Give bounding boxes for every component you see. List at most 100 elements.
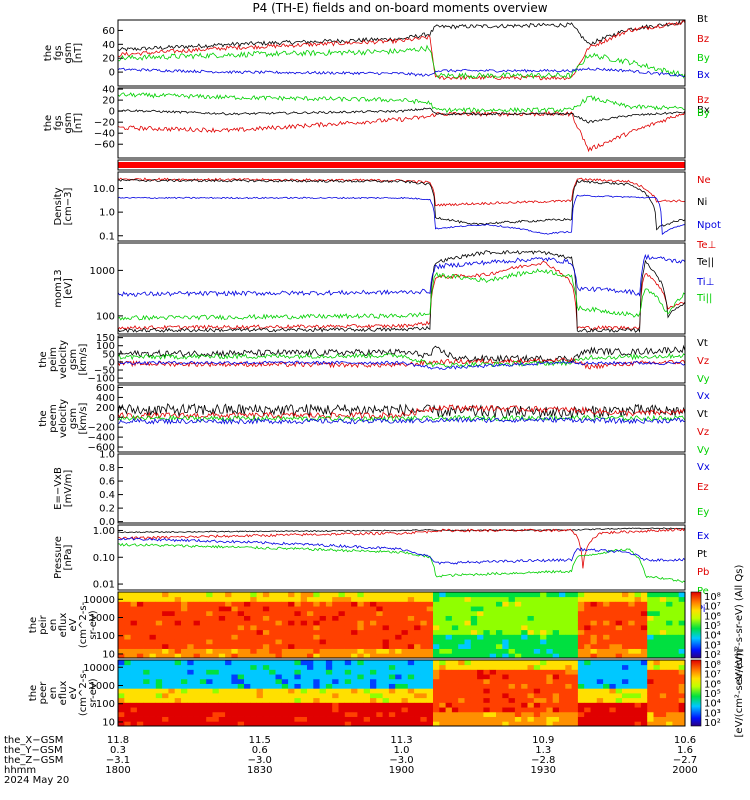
heatmap-cell	[193, 716, 201, 722]
heatmap-cell	[540, 592, 547, 598]
heatmap-cell	[300, 721, 308, 727]
heatmap-cell	[559, 711, 566, 717]
heatmap-cell	[130, 721, 138, 727]
heatmap-cell	[420, 697, 428, 703]
heatmap-cell	[540, 610, 547, 616]
heatmap-cell	[370, 592, 377, 598]
heatmap-cell	[181, 653, 188, 659]
heatmap-cell	[565, 697, 572, 703]
heatmap-cell	[445, 634, 453, 640]
heatmap-cell	[275, 596, 283, 602]
heatmap-cell	[382, 634, 390, 640]
heatmap-cell	[666, 643, 673, 649]
heatmap-cell	[596, 610, 604, 616]
heatmap-cell	[489, 601, 497, 607]
heatmap-cell	[496, 639, 503, 645]
heatmap-cell	[250, 648, 257, 654]
heatmap-cell	[332, 610, 339, 616]
heatmap-cell	[199, 683, 207, 689]
heatmap-cell	[118, 702, 125, 708]
heatmap-cell	[206, 601, 213, 607]
heatmap-cell	[206, 693, 213, 699]
heatmap-cell	[149, 707, 157, 713]
heatmap-cell	[590, 669, 598, 675]
heatmap-cell	[344, 643, 352, 649]
heatmap-cell	[603, 702, 610, 708]
heatmap-cell	[546, 601, 554, 607]
heatmap-cell	[666, 620, 673, 626]
heatmap-cell	[143, 653, 150, 659]
heatmap-cell	[502, 711, 509, 717]
heatmap-cell	[571, 721, 579, 727]
heatmap-cell	[464, 669, 472, 675]
heatmap-cell	[244, 664, 251, 670]
heatmap-cell	[458, 669, 465, 675]
heatmap-cell	[647, 610, 654, 616]
heatmap-cell	[199, 615, 207, 621]
heatmap-cell	[628, 634, 635, 640]
heatmap-cell	[269, 596, 276, 602]
heatmap-cell	[357, 693, 365, 699]
heatmap-cell	[496, 610, 503, 616]
heatmap-cell	[338, 648, 346, 654]
y-tick-label: 1000	[90, 613, 115, 624]
heatmap-cell	[124, 683, 131, 689]
heatmap-cell	[143, 601, 150, 607]
heatmap-cell	[521, 693, 528, 699]
heatmap-cell	[307, 711, 314, 717]
heatmap-cell	[187, 615, 194, 621]
footer-value: 10.9	[532, 735, 554, 746]
heatmap-cell	[477, 653, 484, 659]
heatmap-cell	[237, 629, 245, 635]
heatmap-cell	[672, 711, 680, 717]
heatmap-cell	[634, 625, 642, 631]
heatmap-cell	[584, 711, 591, 717]
heatmap-cell	[628, 592, 635, 598]
heatmap-cell	[181, 606, 188, 612]
heatmap-cell	[275, 669, 283, 675]
heatmap-cell	[338, 643, 346, 649]
heatmap-cell	[533, 664, 541, 670]
heatmap-cell	[514, 693, 522, 699]
heatmap-cell	[143, 683, 150, 689]
heatmap-cell	[193, 606, 201, 612]
heatmap-cell	[155, 721, 163, 727]
legend-entry: Vt	[697, 409, 708, 420]
y-tick-label: 10	[102, 717, 115, 728]
y-axis-label: mom13	[53, 269, 64, 307]
heatmap-cell	[130, 660, 138, 666]
heatmap-cell	[483, 653, 491, 659]
heatmap-cell	[288, 639, 295, 645]
heatmap-cell	[508, 615, 516, 621]
heatmap-cell	[130, 674, 138, 680]
heatmap-cell	[445, 620, 453, 626]
heatmap-cell	[300, 596, 308, 602]
heatmap-cell	[546, 615, 554, 621]
heatmap-cell	[344, 629, 352, 635]
heatmap-cell	[565, 634, 572, 640]
heatmap-cell	[275, 610, 283, 616]
heatmap-cell	[615, 697, 623, 703]
heatmap-cell	[124, 697, 131, 703]
heatmap-cell	[136, 664, 144, 670]
heatmap-cell	[300, 697, 308, 703]
heatmap-cell	[565, 620, 572, 626]
heatmap-cell	[433, 634, 440, 640]
heatmap-cell	[124, 601, 131, 607]
heatmap-cell	[250, 697, 257, 703]
heatmap-cell	[376, 643, 383, 649]
heatmap-cell	[307, 643, 314, 649]
heatmap-cell	[571, 693, 579, 699]
y-tick-label: 10000	[83, 595, 115, 606]
heatmap-cell	[433, 688, 440, 694]
heatmap-cell	[433, 664, 440, 670]
heatmap-cell	[596, 625, 604, 631]
heatmap-cell	[357, 634, 365, 640]
heatmap-cell	[250, 702, 257, 708]
heatmap-cell	[533, 596, 541, 602]
heatmap-cell	[199, 674, 207, 680]
legend-entry: Te||	[696, 257, 714, 268]
heatmap-cell	[357, 678, 365, 684]
heatmap-cell	[622, 615, 629, 621]
heatmap-cell	[376, 629, 383, 635]
